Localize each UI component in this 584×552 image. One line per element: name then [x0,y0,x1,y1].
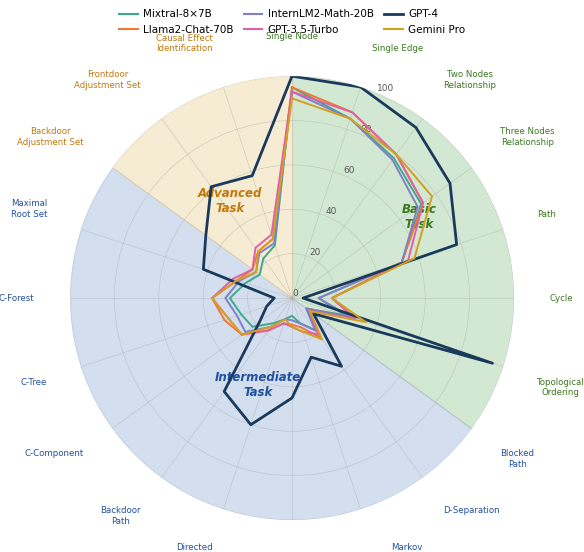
Text: Intermediate
Task: Intermediate Task [214,371,301,399]
Text: Causal Effect
Identification: Causal Effect Identification [155,34,213,53]
Text: Advanced
Task: Advanced Task [198,187,262,215]
Text: Single Node: Single Node [266,31,318,41]
Text: Single Edge: Single Edge [371,44,423,53]
Text: Three Nodes
Relationship: Three Nodes Relationship [500,128,555,147]
Text: Backdoor
Path: Backdoor Path [100,506,141,526]
Text: Markov
Equivalent Class: Markov Equivalent Class [371,543,443,552]
Text: Frontdoor
Adjustment Set: Frontdoor Adjustment Set [74,71,141,90]
Text: D-Separation: D-Separation [443,506,500,516]
Text: C-Tree: C-Tree [21,378,47,386]
Text: Maximal
Root Set: Maximal Root Set [11,199,47,219]
Text: Basic
Task: Basic Task [402,203,437,231]
Text: C-Forest: C-Forest [0,294,34,302]
Text: Path: Path [537,210,556,219]
Text: C-Component: C-Component [25,449,84,458]
Text: Blocked
Path: Blocked Path [500,449,534,469]
Text: Topological
Ordering: Topological Ordering [537,378,584,397]
Legend: Mixtral-8×7B, Llama2-Chat-70B, InternLM2-Math-20B, GPT-3.5-Turbo, GPT-4, Gemini : Mixtral-8×7B, Llama2-Chat-70B, InternLM2… [114,5,470,39]
Text: Backdoor
Adjustment Set: Backdoor Adjustment Set [17,128,84,147]
Text: Cycle: Cycle [550,294,573,302]
Text: Directed
Path: Directed Path [176,543,213,552]
Text: Two Nodes
Relationship: Two Nodes Relationship [443,71,496,90]
